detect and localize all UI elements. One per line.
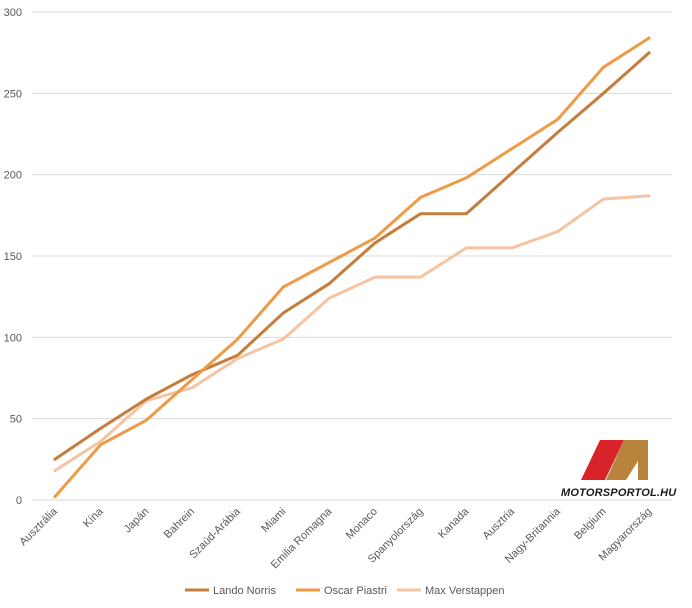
legend-label: Oscar Piastri: [324, 585, 387, 597]
x-tick-label: Ausztria: [481, 505, 518, 542]
series-line-max-verstappen: [53, 194, 651, 473]
logo-red-stripe: [581, 440, 624, 480]
logo-gold-mark: [606, 440, 648, 480]
y-tick-label: 100: [4, 332, 22, 344]
legend-label: Max Verstappen: [425, 585, 505, 597]
y-tick-label: 300: [4, 7, 22, 19]
legend: Lando Norris Oscar Piastri Max Verstappen: [185, 585, 505, 597]
legend-label: Lando Norris: [213, 585, 276, 597]
y-tick-label: 50: [10, 414, 22, 426]
x-tick-label: Kína: [81, 505, 106, 530]
x-tick-label: Kanada: [436, 505, 472, 541]
y-axis: 0 50 100 150 200 250 300: [4, 7, 22, 507]
x-tick-label: Japán: [122, 506, 152, 536]
watermark-logo: MOTORSPORTOL.HU: [561, 440, 677, 499]
grid-lines: [32, 11, 672, 420]
series-lines: [53, 36, 651, 499]
y-tick-label: 150: [4, 251, 22, 263]
series-line-oscar-piastri: [53, 36, 651, 499]
watermark-text: MOTORSPORTOL.HU: [561, 487, 677, 499]
x-tick-label: Miami: [259, 506, 288, 535]
y-tick-label: 0: [16, 495, 22, 507]
x-tick-label: Ausztrália: [17, 505, 60, 548]
x-tick-label: Bahrein: [162, 506, 197, 541]
y-tick-label: 250: [4, 88, 22, 100]
x-tick-label: Belgium: [572, 506, 609, 543]
series-line-lando-norris: [53, 51, 651, 461]
x-tick-label: Monaco: [344, 506, 380, 542]
y-tick-label: 200: [4, 170, 22, 182]
